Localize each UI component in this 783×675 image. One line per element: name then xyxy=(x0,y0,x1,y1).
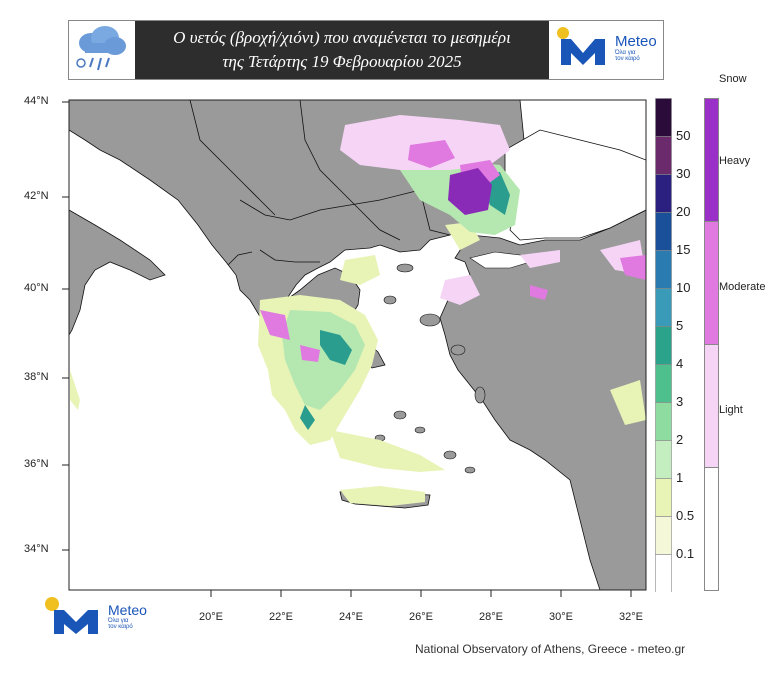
snow-light xyxy=(340,115,646,305)
lat-ticks xyxy=(62,101,69,551)
precip-swatch xyxy=(655,288,672,327)
brand-tagline-1: Όλα για xyxy=(615,49,636,56)
lat-label-34: 34°N xyxy=(24,543,49,555)
lat-label-36: 36°N xyxy=(24,458,49,470)
snow-label-moderate: Moderate xyxy=(719,281,766,293)
rain-cloud-icon xyxy=(71,23,131,77)
lon-label-28: 28°E xyxy=(479,611,503,623)
lon-label-30: 30°E xyxy=(549,611,573,623)
snow-moderate-swatch xyxy=(704,221,719,345)
snow-light-swatch xyxy=(704,344,719,468)
lon-label-22: 22°E xyxy=(269,611,293,623)
precip-swatch xyxy=(655,174,672,213)
precip-label: 1 xyxy=(676,470,684,485)
snow-colorbar xyxy=(704,98,719,591)
precip-swatch xyxy=(655,250,672,289)
title-line-1: Ο υετός (βροχή/χιόνι) που αναμένεται το … xyxy=(173,28,511,47)
precip-swatch xyxy=(655,136,672,175)
meteo-logo-icon xyxy=(557,27,605,65)
precip-label: 20 xyxy=(676,204,691,219)
precip-swatch xyxy=(655,326,672,365)
snow-label-light: Light xyxy=(719,404,743,416)
lat-label-40: 40°N xyxy=(24,282,49,294)
snow-heavy xyxy=(448,168,492,215)
meteo-logo-bottom: Meteo Όλα για τον καιρό xyxy=(44,596,147,636)
lon-label-24: 24°E xyxy=(339,611,363,623)
precip-label: 30 xyxy=(676,166,691,181)
credit-text: National Observatory of Athens, Greece -… xyxy=(415,642,686,656)
precip-swatch xyxy=(655,402,672,441)
snow-heavy-swatch xyxy=(704,98,719,222)
precip-swatch xyxy=(655,212,672,251)
brand-name: Meteo xyxy=(615,32,657,50)
brand-tagline-2: τον καιρό xyxy=(615,55,640,62)
precip-swatch xyxy=(655,440,672,479)
precip-label: 2 xyxy=(676,432,684,447)
lat-label-38: 38°N xyxy=(24,371,49,383)
brand-name-bottom: Meteo xyxy=(108,602,147,618)
precip-swatch xyxy=(655,98,672,137)
lon-ticks xyxy=(210,590,632,597)
lat-label-44: 44°N xyxy=(24,95,49,107)
precip-label: 0.5 xyxy=(676,508,695,523)
precip-label: 50 xyxy=(676,128,691,143)
lon-label-32: 32°E xyxy=(619,611,643,623)
precip-label: 5 xyxy=(676,318,684,333)
precip-swatch xyxy=(655,364,672,403)
snow-none-swatch xyxy=(704,467,719,591)
brand-tagline-2-bottom: τον καιρό xyxy=(108,624,133,630)
precip-swatch xyxy=(655,554,672,592)
italy-landmass xyxy=(69,209,166,336)
title-line-2: της Τετάρτης 19 Φεβρουαρίου 2025 xyxy=(222,52,462,71)
precip-label: 3 xyxy=(676,394,684,409)
precip-label: 0.1 xyxy=(676,546,695,561)
meteo-logo-icon-bottom xyxy=(45,597,98,634)
aegean-islands xyxy=(374,263,486,474)
lat-label-42: 42°N xyxy=(24,190,49,202)
precip-colorbar xyxy=(655,98,672,592)
precip-label: 4 xyxy=(676,356,684,371)
precip-label: 15 xyxy=(676,242,691,257)
precip-label: 10 xyxy=(676,280,691,295)
lon-label-20: 20°E xyxy=(199,611,223,623)
snow-legend-title: Snow xyxy=(719,73,747,85)
lon-label-26: 26°E xyxy=(409,611,433,623)
precip-swatch xyxy=(655,516,672,555)
brand-tagline-1-bottom: Όλα για xyxy=(108,618,129,624)
map-frame xyxy=(68,99,647,591)
header: Ο υετός (βροχή/χιόνι) που αναμένεται το … xyxy=(68,20,664,80)
precip-swatch xyxy=(655,478,672,517)
page-title: Ο υετός (βροχή/χιόνι) που αναμένεται το … xyxy=(135,21,549,79)
meteo-logo-top: Meteo Όλα για τον καιρό xyxy=(557,25,657,69)
snow-label-heavy: Heavy xyxy=(719,155,751,167)
